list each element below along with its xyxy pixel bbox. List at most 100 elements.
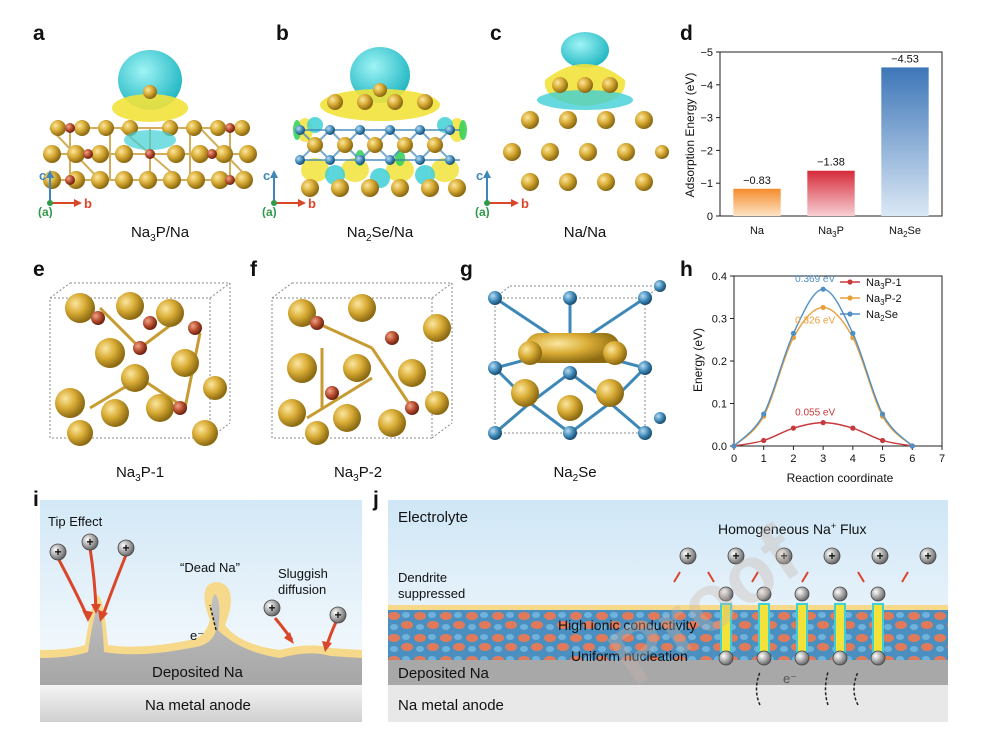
caption-g: Na2Se xyxy=(525,464,625,484)
h-point xyxy=(880,438,885,443)
na3p-1-structure xyxy=(40,278,240,453)
d-value-label: −4.53 xyxy=(891,53,919,65)
d-ytick-label: −4 xyxy=(700,80,713,92)
axis-indicator-a: c (a) b xyxy=(38,158,108,218)
h-point xyxy=(850,426,855,431)
svg-text:+: + xyxy=(780,549,787,563)
h-point xyxy=(791,331,796,336)
d-ytick-label: −2 xyxy=(700,145,713,157)
h-annotation: 0.326 eV xyxy=(795,315,835,326)
h-point xyxy=(761,412,766,417)
svg-text:b: b xyxy=(308,196,316,211)
d-category-label: Na2Se xyxy=(889,225,921,239)
svg-text:+: + xyxy=(268,601,275,615)
d-value-label: −1.38 xyxy=(817,157,845,169)
d-ytick-label: −3 xyxy=(700,113,713,125)
anode-label-i: Na metal anode xyxy=(145,697,251,714)
svg-text:+: + xyxy=(732,549,739,563)
d-ytick-label: −5 xyxy=(700,47,713,59)
dendrite-label-2: suppressed xyxy=(398,586,465,601)
h-xlabel: Reaction coordinate xyxy=(787,471,894,485)
svg-text:+: + xyxy=(876,549,883,563)
svg-text:+: + xyxy=(924,549,931,563)
h-point xyxy=(910,443,915,448)
h-legend-label: Na2Se xyxy=(866,309,898,323)
h-ytick-label: 0.4 xyxy=(712,271,727,283)
axis-a-label: (a) xyxy=(38,205,53,218)
deposited-na-label-i: Deposited Na xyxy=(152,664,244,681)
h-legend-marker xyxy=(847,279,852,284)
d-bar-na xyxy=(733,189,780,216)
d-ytick-label: −1 xyxy=(700,178,713,190)
flux-label: Homogeneous Na+ Flux xyxy=(718,521,866,537)
h-xtick-label: 4 xyxy=(850,453,856,465)
h-ytick-label: 0.3 xyxy=(712,314,727,326)
electron-label-j: e⁻ xyxy=(783,671,797,686)
h-legend-label: Na3P-2 xyxy=(866,293,902,307)
panel-letter-f: f xyxy=(250,258,257,282)
h-xtick-label: 6 xyxy=(909,453,915,465)
axis-c-label: c xyxy=(39,168,46,183)
h-annotation: 0.369 eV xyxy=(795,274,835,285)
schematic-dendrite: + + + + + Tip Effect “Dead Na” Sluggish diff… xyxy=(40,500,362,722)
h-point xyxy=(850,331,855,336)
axis-indicator-c: c (a) b xyxy=(475,158,545,218)
axis-indicator-b: c (a) b xyxy=(262,158,332,218)
d-ylabel: Adsorption Energy (eV) xyxy=(683,73,697,198)
h-plot-frame xyxy=(734,276,942,446)
h-point xyxy=(731,443,736,448)
h-xtick-label: 1 xyxy=(761,453,767,465)
h-point xyxy=(821,305,826,310)
axis-b-label: b xyxy=(84,196,92,211)
d-value-label: −0.83 xyxy=(743,175,771,187)
h-point xyxy=(880,412,885,417)
adsorption-energy-chart: 0 −1 −2 −3 −4 −5 −0.83 Na −1.38 Na3P −4.53 Na2Se A… xyxy=(680,40,950,250)
deposited-na-label-j: Deposited Na xyxy=(398,665,490,682)
nucleation-label: Uniform nucleation xyxy=(571,648,688,664)
caption-b: Na2Se/Na xyxy=(315,224,445,244)
caption-c: Na/Na xyxy=(535,224,635,241)
electron-label-i: e⁻ xyxy=(190,628,204,643)
energy-barrier-chart: 0 1 2 3 4 5 6 7 0.0 0.1 0.2 0.3 0.4 0.369 eV 0.326 eV… xyxy=(690,270,950,490)
h-ylabel: Energy (eV) xyxy=(691,328,705,392)
svg-text:+: + xyxy=(334,608,341,622)
h-point xyxy=(761,438,766,443)
h-annotation: 0.055 eV xyxy=(795,408,835,419)
h-point xyxy=(791,426,796,431)
h-ytick-label: 0.1 xyxy=(712,399,727,411)
d-bar-na3p xyxy=(807,171,854,216)
dead-na-label: “Dead Na” xyxy=(180,560,240,575)
sluggish-label-1: Sluggish xyxy=(278,566,328,581)
h-point xyxy=(821,420,826,425)
h-line-na3p-1 xyxy=(734,423,912,446)
h-ytick-label: 0.0 xyxy=(712,441,727,453)
svg-text:c: c xyxy=(476,168,483,183)
d-bar-na2se xyxy=(881,67,928,216)
tip-effect-label: Tip Effect xyxy=(48,514,103,529)
dendrite-label-1: Dendrite xyxy=(398,570,447,585)
h-point xyxy=(821,287,826,292)
d-category-label: Na xyxy=(750,225,765,237)
h-xtick-label: 2 xyxy=(790,453,796,465)
svg-text:b: b xyxy=(521,196,529,211)
h-ytick-label: 0.2 xyxy=(712,356,727,368)
svg-text:(a): (a) xyxy=(262,205,277,218)
panel-letter-i: i xyxy=(33,488,39,512)
svg-text:+: + xyxy=(86,535,93,549)
d-category-label: Na3P xyxy=(818,225,844,239)
h-xtick-label: 7 xyxy=(939,453,945,465)
svg-text:+: + xyxy=(54,545,61,559)
anode-label-j: Na metal anode xyxy=(398,697,504,714)
caption-e: Na3P-1 xyxy=(90,464,190,484)
svg-text:+: + xyxy=(122,541,129,555)
svg-text:+: + xyxy=(828,549,835,563)
h-legend-label: Na3P-1 xyxy=(866,277,902,291)
svg-text:+: + xyxy=(684,549,691,563)
svg-text:(a): (a) xyxy=(475,205,490,218)
na2se-structure xyxy=(470,278,670,458)
h-xtick-label: 3 xyxy=(820,453,826,465)
h-xtick-label: 0 xyxy=(731,453,737,465)
schematic-suppressed: + + + + + + Electrolyte Homogeneous Na+ Flux … xyxy=(388,500,948,722)
d-ytick-label: 0 xyxy=(707,211,713,223)
electrolyte-label: Electrolyte xyxy=(398,509,468,526)
